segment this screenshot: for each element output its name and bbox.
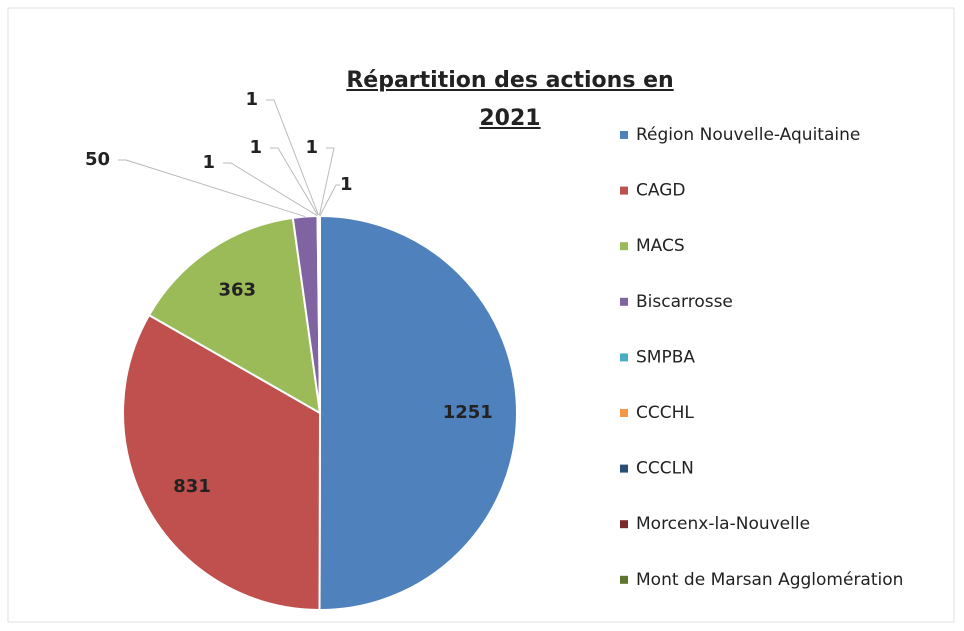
legend-label: Région Nouvelle-Aquitaine bbox=[636, 125, 860, 145]
leader-line bbox=[319, 184, 340, 217]
pie-slice bbox=[318, 214, 519, 611]
leader-line bbox=[266, 99, 320, 217]
legend-swatch bbox=[620, 353, 628, 362]
legend-label: CAGD bbox=[636, 181, 685, 201]
data-label: 831 bbox=[173, 476, 211, 497]
legend-label: MACS bbox=[636, 236, 685, 256]
data-label: 1251 bbox=[443, 402, 493, 423]
data-label: 1 bbox=[202, 152, 215, 173]
data-label: 1 bbox=[249, 137, 262, 158]
legend-swatch bbox=[620, 297, 628, 306]
legend-swatch bbox=[620, 575, 628, 584]
legend-swatch bbox=[620, 131, 628, 139]
legend-swatch bbox=[620, 186, 628, 195]
legend-swatch bbox=[620, 409, 628, 417]
chart-title: Répartition des actions en 2021 bbox=[346, 68, 674, 131]
legend-swatch bbox=[620, 520, 628, 529]
leader-line bbox=[318, 147, 335, 217]
data-label: 363 bbox=[218, 280, 256, 301]
legend-label: SMPBA bbox=[636, 347, 695, 367]
data-label: 50 bbox=[85, 149, 110, 170]
leader-line bbox=[223, 162, 319, 217]
data-label: 1 bbox=[305, 137, 318, 158]
data-label: 1 bbox=[245, 89, 258, 110]
legend-label: CCCHL bbox=[636, 403, 694, 423]
pie-slice bbox=[147, 216, 322, 415]
legend-label: CCCLN bbox=[636, 459, 694, 479]
data-label: 1 bbox=[340, 174, 353, 195]
frame bbox=[7, 7, 955, 623]
legend-label: Biscarrosse bbox=[636, 292, 733, 312]
legend-label: Mont de Marsan Agglomération bbox=[636, 570, 903, 590]
leader-line bbox=[270, 147, 319, 217]
legend-label: Morcenx-la-Nouvelle bbox=[636, 514, 810, 534]
pie-slice bbox=[122, 313, 322, 612]
legend-swatch bbox=[620, 464, 628, 473]
legend-swatch bbox=[620, 242, 628, 251]
leader-line bbox=[118, 159, 306, 218]
